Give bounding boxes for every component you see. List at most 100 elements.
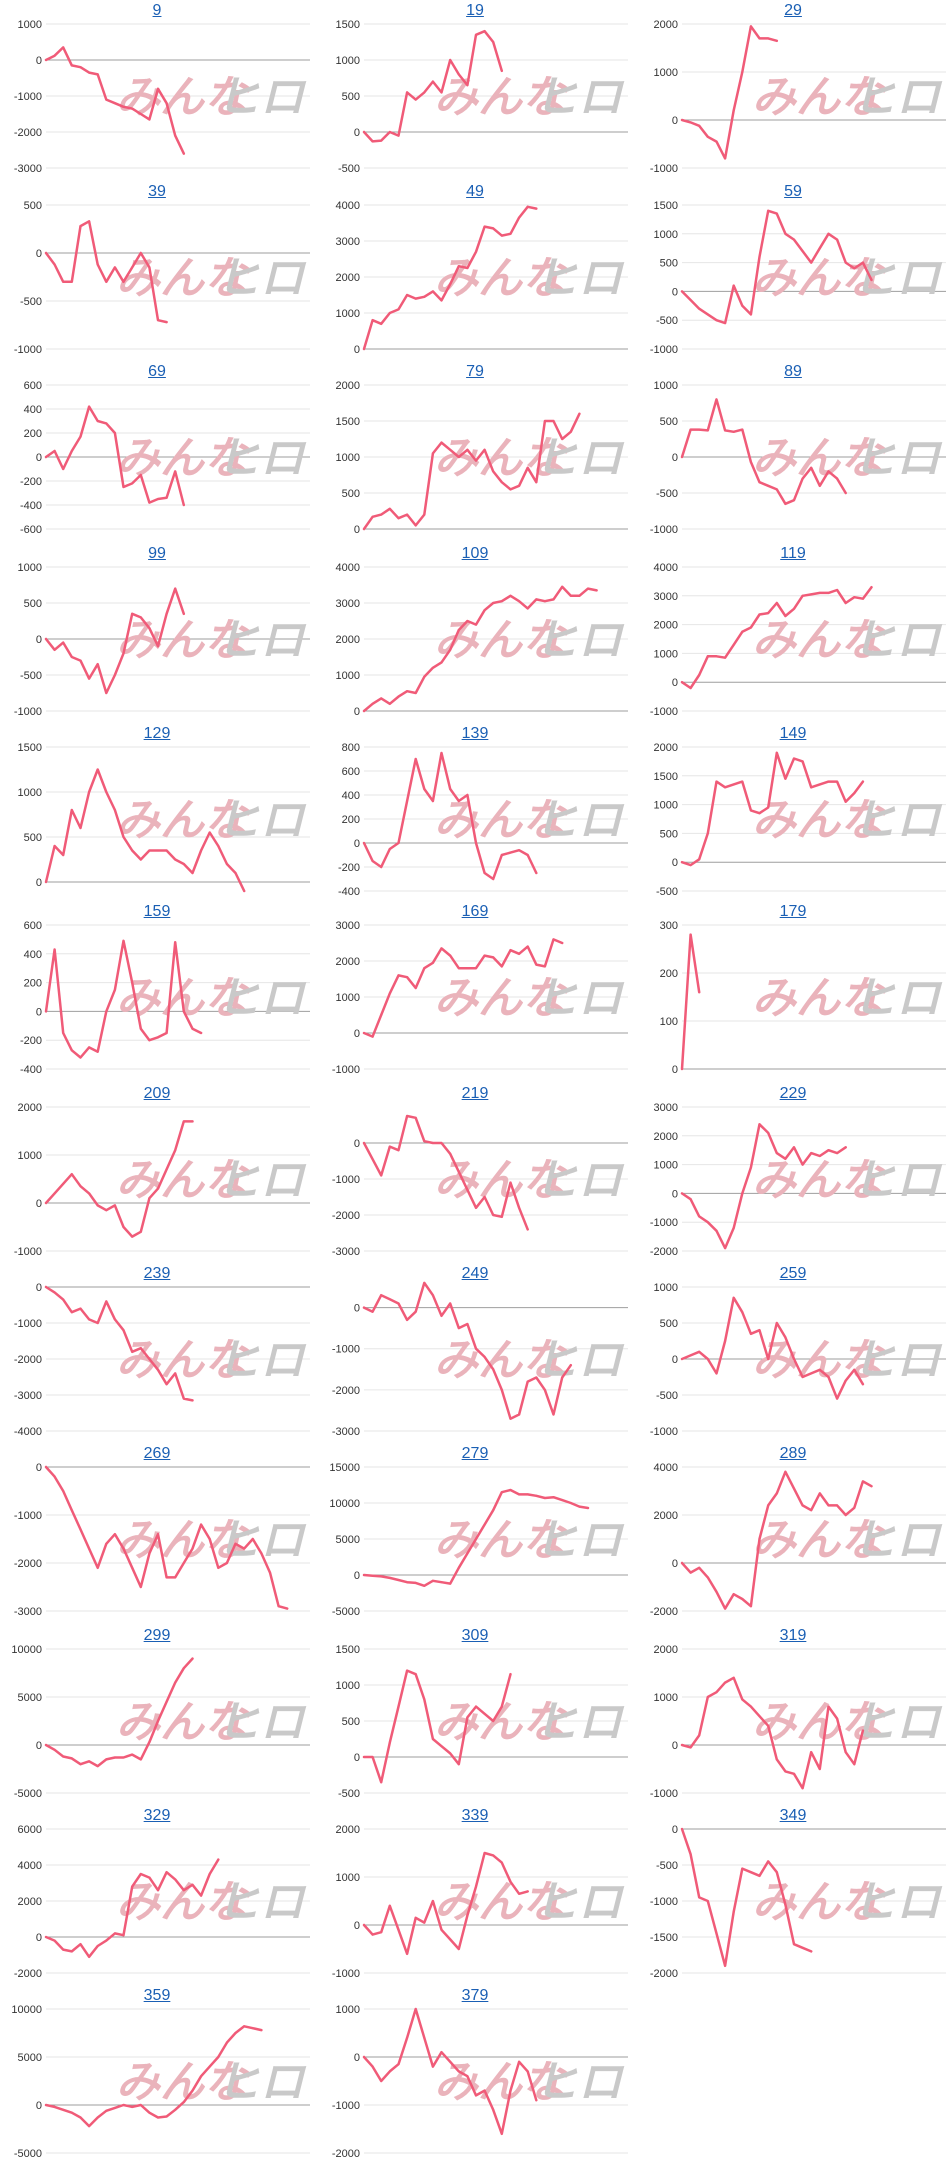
data-point (844, 1751, 847, 1754)
data-point (689, 1198, 692, 1201)
chart-title-link[interactable]: 139 (461, 725, 489, 742)
watermark-logo: みんな (434, 2057, 570, 2108)
data-point (483, 1355, 486, 1358)
data-point (741, 304, 744, 307)
chart-title-link[interactable]: 39 (148, 183, 166, 200)
data-point (88, 791, 91, 793)
watermark-logo: みんな (752, 795, 888, 846)
data-point (131, 1885, 134, 1888)
data-point (518, 849, 521, 852)
chart-title-link[interactable]: 249 (461, 1265, 489, 1282)
data-point (62, 1755, 65, 1758)
chart-title-link[interactable]: 79 (466, 363, 484, 380)
chart-title-link[interactable]: 159 (143, 903, 171, 920)
data-point (466, 1323, 469, 1326)
chart-title-link[interactable]: 9 (152, 2, 162, 19)
data-point (758, 812, 761, 815)
chart-title-link[interactable]: 319 (779, 1627, 807, 1644)
watermark-logo: みんな (752, 253, 888, 304)
chart-title-link[interactable]: 209 (143, 1085, 171, 1102)
data-point (388, 507, 391, 510)
chart-title-link[interactable]: 29 (784, 2, 802, 19)
data-point (45, 1286, 47, 1288)
chart-title-link[interactable]: 329 (143, 1807, 171, 1824)
chart-title-link[interactable]: 379 (461, 1987, 489, 2004)
data-point (775, 602, 778, 604)
chart-title-link[interactable]: 99 (148, 545, 166, 562)
data-point (397, 695, 400, 698)
data-point (552, 1413, 555, 1416)
chart-title-link[interactable]: 309 (461, 1627, 489, 1644)
y-tick-label: -3000 (14, 1606, 42, 1618)
data-point (397, 1705, 400, 1708)
y-tick-label: 4000 (336, 562, 360, 574)
y-tick-label: -2000 (14, 1968, 42, 1980)
watermark-logo: ヒロ (216, 615, 307, 666)
chart-title-link[interactable]: 149 (779, 725, 807, 742)
data-point (371, 1756, 374, 1758)
data-point (440, 661, 443, 664)
chart-title-link[interactable]: 359 (143, 1987, 171, 2004)
data-point (758, 1874, 761, 1877)
data-point (406, 91, 409, 94)
chart-title-link[interactable]: 89 (784, 363, 802, 380)
data-point (53, 54, 56, 57)
y-tick-label: -1000 (650, 163, 678, 175)
data-point (380, 1931, 383, 1934)
chart-title-link[interactable]: 259 (779, 1265, 807, 1282)
data-point (466, 1914, 469, 1917)
data-point (732, 783, 735, 786)
data-point (741, 428, 744, 431)
data-point (715, 655, 718, 658)
data-point (182, 504, 185, 506)
chart-panel: 99 1000 500 0 -500 -1000 みんな ヒロ (4, 543, 310, 721)
data-point (157, 1889, 159, 1892)
chart-title-link[interactable]: 299 (143, 1627, 171, 1644)
chart-title-link[interactable]: 239 (143, 1265, 171, 1282)
chart-title-link[interactable]: 169 (461, 903, 489, 920)
chart-title-link[interactable]: 49 (466, 183, 484, 200)
chart-panel: 149 2000 1500 1000 500 0 -500 みんな ヒロ (640, 723, 946, 901)
data-point (466, 620, 469, 622)
chart-title-link[interactable]: 59 (784, 183, 802, 200)
data-point (79, 1056, 82, 1059)
chart-title-link[interactable]: 219 (461, 1085, 489, 1102)
chart-title-link[interactable]: 229 (779, 1085, 807, 1102)
series-line (44, 1285, 194, 1402)
data-point (698, 428, 701, 431)
chart-title-link[interactable]: 69 (148, 363, 166, 380)
data-point (406, 1581, 409, 1584)
chart-title-link[interactable]: 289 (779, 1445, 807, 1462)
chart-title-link[interactable]: 179 (779, 903, 807, 920)
data-point (844, 1146, 847, 1149)
data-point (535, 1494, 538, 1497)
chart-title-link[interactable]: 19 (466, 2, 484, 19)
data-point (561, 1376, 564, 1379)
data-point (388, 1145, 391, 1148)
chart-title-link[interactable]: 269 (143, 1445, 171, 1462)
data-point (457, 800, 460, 802)
data-point (380, 2080, 383, 2082)
chart-title-link[interactable]: 129 (143, 725, 171, 742)
data-point (440, 2051, 443, 2054)
data-point (475, 842, 477, 844)
chart-title-link[interactable]: 109 (461, 545, 489, 562)
data-point (732, 109, 735, 112)
chart-title-link[interactable]: 339 (461, 1807, 489, 1824)
chart-title-link[interactable]: 119 (780, 545, 806, 562)
data-point (466, 84, 469, 87)
data-point (423, 675, 426, 678)
data-point (749, 1871, 752, 1874)
chart-title-link[interactable]: 279 (461, 1445, 489, 1462)
chart-panel: 69 600 400 200 0 -200 -400 -600 みんな ヒロ (4, 361, 310, 539)
y-tick-label: 400 (24, 949, 42, 961)
data-point (363, 528, 365, 530)
chart-title-link[interactable]: 349 (779, 1807, 807, 1824)
watermark-logo: ヒロ (852, 72, 943, 123)
data-point (518, 216, 521, 219)
